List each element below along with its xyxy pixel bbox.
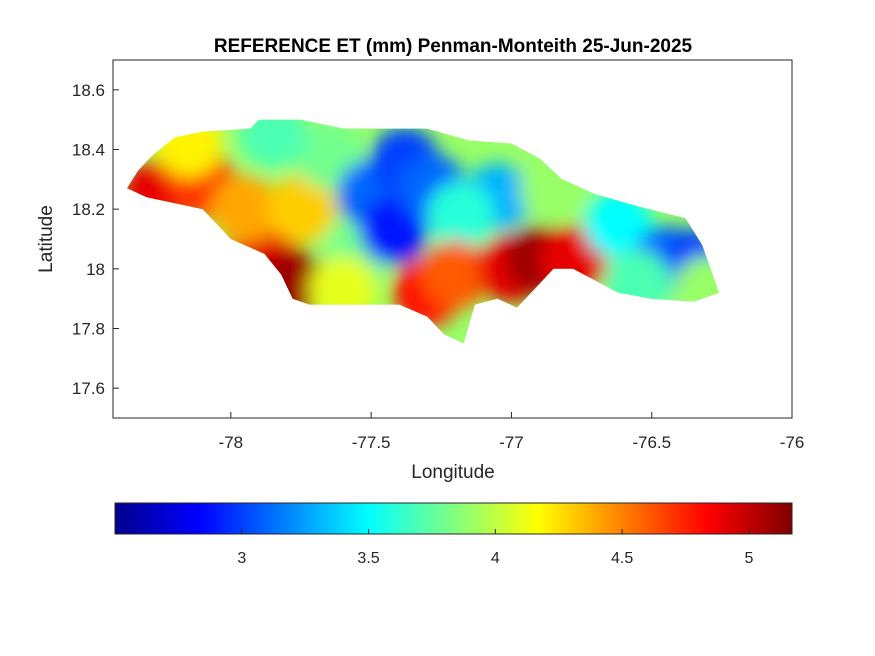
x-tick-label: -76.5 bbox=[632, 433, 671, 452]
chart-title: REFERENCE ET (mm) Penman-Monteith 25-Jun… bbox=[214, 36, 693, 57]
colorbar-tick-label: 4 bbox=[491, 550, 500, 567]
colorbar-tick-label: 5 bbox=[744, 550, 753, 567]
heat-cell bbox=[266, 175, 335, 244]
y-tick-label: 18.4 bbox=[72, 141, 105, 160]
colorbar bbox=[114, 502, 793, 535]
heat-cell bbox=[426, 181, 495, 250]
x-tick-label: -77 bbox=[499, 433, 524, 452]
y-tick-label: 18 bbox=[86, 260, 105, 279]
x-tick-label: -78 bbox=[219, 433, 244, 452]
y-tick-label: 17.6 bbox=[72, 379, 105, 398]
heat-cell bbox=[238, 119, 307, 169]
colorbar-ticks: 3 3.5 4 4.5 5 bbox=[237, 529, 753, 567]
y-tick-label: 18.2 bbox=[72, 200, 105, 219]
heat-cell bbox=[210, 175, 279, 244]
x-axis-ticks: -78 -77.5 -77 -76.5 -76 bbox=[219, 412, 805, 452]
heat-cell bbox=[584, 190, 653, 259]
heat-cell bbox=[421, 240, 490, 309]
x-tick-label: -77.5 bbox=[352, 433, 391, 452]
y-tick-label: 17.8 bbox=[72, 320, 105, 339]
colorbar-tick-label: 3 bbox=[237, 550, 246, 567]
y-axis-ticks: 17.6 17.8 18 18.2 18.4 18.6 bbox=[72, 81, 119, 398]
colorbar-tick-label: 4.5 bbox=[611, 550, 633, 567]
x-axis-label: Longitude bbox=[411, 462, 494, 483]
y-tick-label: 18.6 bbox=[72, 81, 105, 100]
y-axis-label: Latitude bbox=[36, 205, 57, 273]
colorbar-tick-label: 3.5 bbox=[357, 550, 379, 567]
x-tick-label: -76 bbox=[780, 433, 805, 452]
